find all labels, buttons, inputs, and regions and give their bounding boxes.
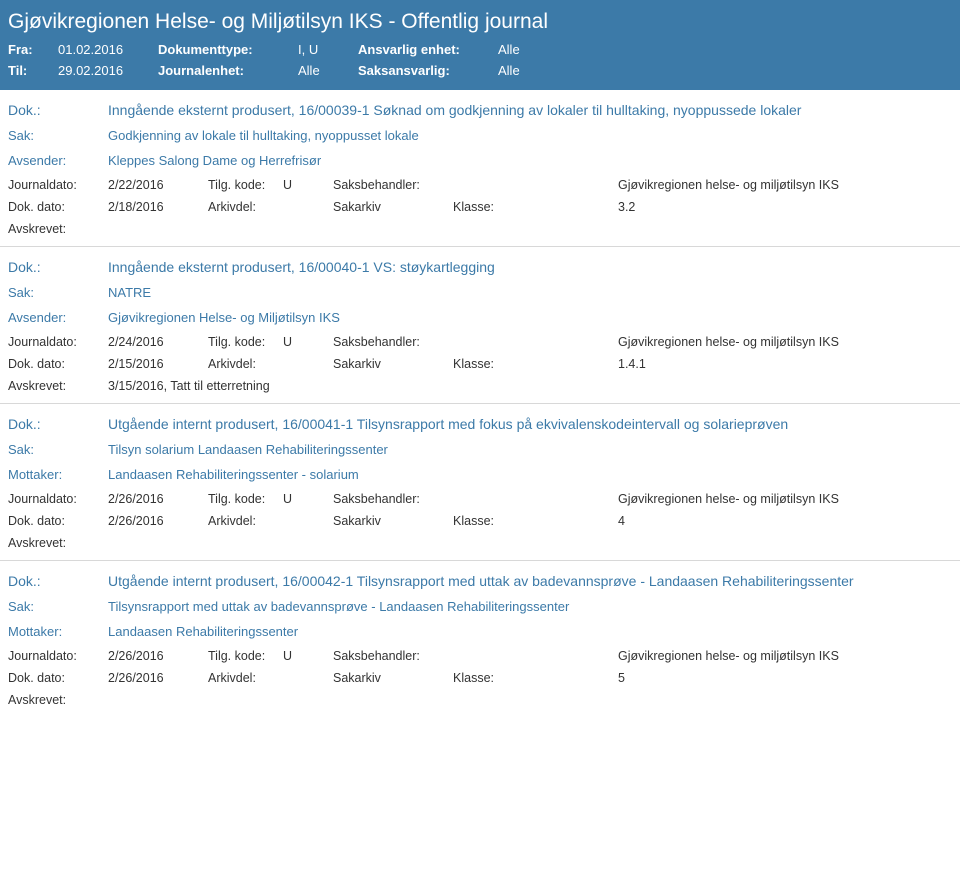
party-value: Landaasen Rehabiliteringssenter - solari… [108,467,359,482]
dokdato-value: 2/26/2016 [108,514,208,528]
til-label: Til: [8,63,58,78]
arkivdel-value: Sakarkiv [333,514,453,528]
klasse-value: 3.2 [618,200,952,214]
party-value: Kleppes Salong Dame og Herrefrisør [108,153,321,168]
fra-value: 01.02.2016 [58,42,158,57]
klasse-label: Klasse: [453,671,618,685]
tilgkode-value: U [283,492,333,506]
sak-label: Sak: [8,285,108,300]
saksbehandler-value: Gjøvikregionen helse- og miljøtilsyn IKS [618,492,952,506]
page-title: Gjøvikregionen Helse- og Miljøtilsyn IKS… [8,10,948,34]
tilgkode-value: U [283,335,333,349]
avskrevet-label: Avskrevet: [8,693,108,707]
saksansvarlig-label: Saksansvarlig: [358,63,498,78]
doktype-value: I, U [298,42,358,57]
saksbehandler-label: Saksbehandler: [333,178,453,192]
journal-entry: Dok.: Utgående internt produsert, 16/000… [0,561,960,717]
dok-value: Utgående internt produsert, 16/00041-1 T… [108,416,788,432]
saksbehandler-value: Gjøvikregionen helse- og miljøtilsyn IKS [618,178,952,192]
arkivdel-label: Arkivdel: [208,200,283,214]
journaldato-value: 2/26/2016 [108,492,208,506]
sak-value: Godkjenning av lokale til hulltaking, ny… [108,128,419,143]
klasse-label: Klasse: [453,514,618,528]
avskrevet-label: Avskrevet: [8,379,108,393]
fra-label: Fra: [8,42,58,57]
journaldato-label: Journaldato: [8,178,108,192]
sak-label: Sak: [8,128,108,143]
sak-value: Tilsyn solarium Landaasen Rehabilitering… [108,442,388,457]
dok-label: Dok.: [8,259,108,275]
ansvarlig-value: Alle [498,42,578,57]
klasse-value: 1.4.1 [618,357,952,371]
avskrevet-value: 3/15/2016, Tatt til etterretning [108,379,952,393]
party-label: Mottaker: [8,467,108,482]
journaldato-value: 2/24/2016 [108,335,208,349]
dok-label: Dok.: [8,102,108,118]
filter-grid: Fra: 01.02.2016 Dokumenttype: I, U Ansva… [8,42,948,78]
journaldato-label: Journaldato: [8,492,108,506]
klasse-value: 4 [618,514,952,528]
dok-value: Utgående internt produsert, 16/00042-1 T… [108,573,854,589]
party-value: Gjøvikregionen Helse- og Miljøtilsyn IKS [108,310,340,325]
journaldato-label: Journaldato: [8,649,108,663]
klasse-value: 5 [618,671,952,685]
dokdato-value: 2/18/2016 [108,200,208,214]
journal-entry: Dok.: Utgående internt produsert, 16/000… [0,404,960,561]
klasse-label: Klasse: [453,200,618,214]
dok-label: Dok.: [8,416,108,432]
party-label: Avsender: [8,153,108,168]
journalenhet-label: Journalenhet: [158,63,298,78]
arkivdel-label: Arkivdel: [208,514,283,528]
arkivdel-value: Sakarkiv [333,357,453,371]
sak-label: Sak: [8,442,108,457]
journaldato-label: Journaldato: [8,335,108,349]
sak-label: Sak: [8,599,108,614]
party-value: Landaasen Rehabiliteringssenter [108,624,298,639]
saksbehandler-value: Gjøvikregionen helse- og miljøtilsyn IKS [618,649,952,663]
dok-label: Dok.: [8,573,108,589]
journaldato-value: 2/22/2016 [108,178,208,192]
dokdato-label: Dok. dato: [8,200,108,214]
dokdato-label: Dok. dato: [8,357,108,371]
sak-value: Tilsynsrapport med uttak av badevannsprø… [108,599,569,614]
tilgkode-value: U [283,178,333,192]
dok-value: Inngående eksternt produsert, 16/00040-1… [108,259,495,275]
party-label: Avsender: [8,310,108,325]
sak-value: NATRE [108,285,151,300]
journal-entry: Dok.: Inngående eksternt produsert, 16/0… [0,90,960,247]
saksbehandler-label: Saksbehandler: [333,335,453,349]
arkivdel-value: Sakarkiv [333,200,453,214]
ansvarlig-label: Ansvarlig enhet: [358,42,498,57]
tilgkode-label: Tilg. kode: [208,335,283,349]
arkivdel-label: Arkivdel: [208,671,283,685]
journalenhet-value: Alle [298,63,358,78]
dokdato-label: Dok. dato: [8,671,108,685]
arkivdel-label: Arkivdel: [208,357,283,371]
saksbehandler-value: Gjøvikregionen helse- og miljøtilsyn IKS [618,335,952,349]
journaldato-value: 2/26/2016 [108,649,208,663]
til-value: 29.02.2016 [58,63,158,78]
dokdato-label: Dok. dato: [8,514,108,528]
journal-header: Gjøvikregionen Helse- og Miljøtilsyn IKS… [0,0,960,90]
dokdato-value: 2/26/2016 [108,671,208,685]
tilgkode-label: Tilg. kode: [208,178,283,192]
avskrevet-label: Avskrevet: [8,536,108,550]
party-label: Mottaker: [8,624,108,639]
dok-value: Inngående eksternt produsert, 16/00039-1… [108,102,801,118]
saksansvarlig-value: Alle [498,63,578,78]
klasse-label: Klasse: [453,357,618,371]
dokdato-value: 2/15/2016 [108,357,208,371]
journal-entry: Dok.: Inngående eksternt produsert, 16/0… [0,247,960,404]
tilgkode-label: Tilg. kode: [208,492,283,506]
tilgkode-value: U [283,649,333,663]
saksbehandler-label: Saksbehandler: [333,649,453,663]
saksbehandler-label: Saksbehandler: [333,492,453,506]
tilgkode-label: Tilg. kode: [208,649,283,663]
doktype-label: Dokumenttype: [158,42,298,57]
avskrevet-label: Avskrevet: [8,222,108,236]
entries-list: Dok.: Inngående eksternt produsert, 16/0… [0,90,960,717]
arkivdel-value: Sakarkiv [333,671,453,685]
